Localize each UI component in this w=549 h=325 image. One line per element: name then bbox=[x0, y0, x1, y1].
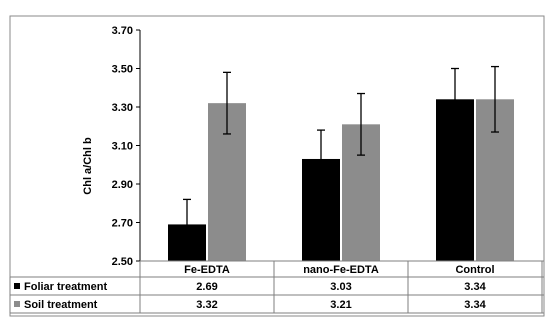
legend-key bbox=[14, 283, 20, 289]
data-label: 3.32 bbox=[196, 299, 217, 311]
x-tick-label: nano-Fe-EDTA bbox=[303, 264, 379, 276]
y-tick-label: 2.90 bbox=[112, 179, 133, 191]
plot-area: 2.50 2.70 2.90 3.10 3.30 3.50 3.70 bbox=[112, 25, 514, 268]
data-label: 3.34 bbox=[464, 299, 486, 311]
y-tick-label: 3.70 bbox=[112, 25, 133, 37]
y-tick-label: 2.50 bbox=[112, 256, 133, 268]
legend-key bbox=[14, 301, 20, 307]
legend-label: Foliar treatment bbox=[24, 281, 107, 293]
legend-label: Soil treatment bbox=[24, 299, 98, 311]
y-tick-label: 2.70 bbox=[112, 218, 133, 230]
chart-border bbox=[9, 15, 545, 317]
y-tick-label: 3.10 bbox=[112, 141, 133, 153]
data-label: 3.34 bbox=[464, 281, 486, 293]
data-label: 2.69 bbox=[196, 281, 217, 293]
y-tick-label: 3.50 bbox=[112, 64, 133, 76]
data-label: 3.21 bbox=[330, 299, 351, 311]
data-table: Fe-EDTA nano-Fe-EDTA Control Foliar treatme… bbox=[9, 260, 544, 314]
y-axis-label: Chl a/Chl b bbox=[82, 137, 94, 195]
data-label: 3.03 bbox=[330, 281, 351, 293]
x-tick-label: Fe-EDTA bbox=[184, 264, 230, 276]
y-tick-label: 3.30 bbox=[112, 102, 133, 114]
x-tick-label: Control bbox=[455, 264, 494, 276]
